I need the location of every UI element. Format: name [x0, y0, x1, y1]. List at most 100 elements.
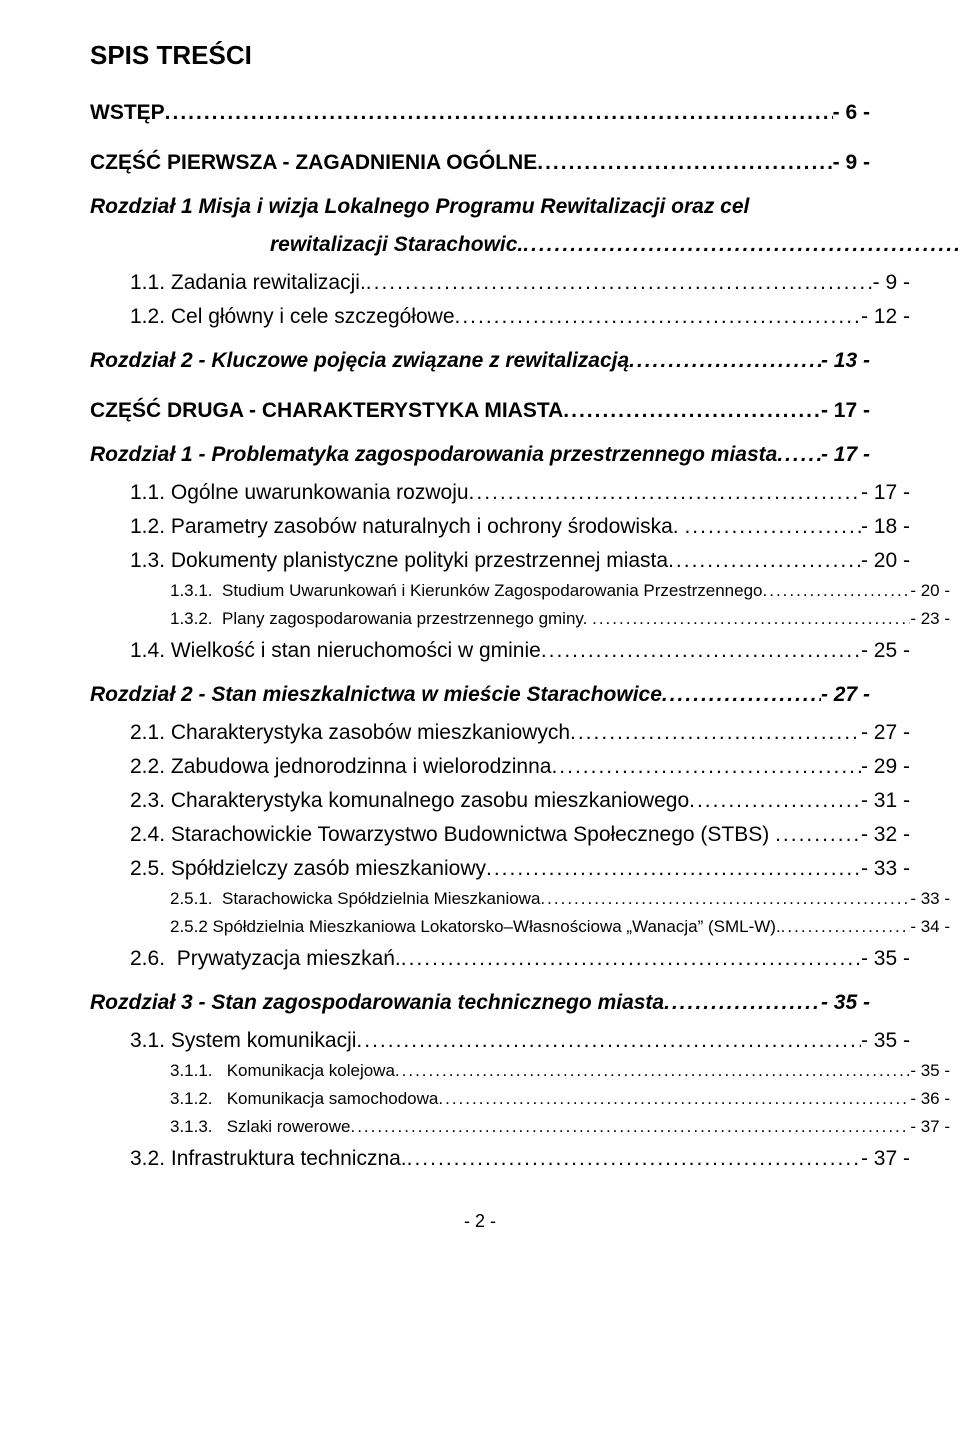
- toc-entry-leader: ........................................…: [664, 991, 821, 1015]
- toc-entry: 1.1. Zadania rewitalizacji..............…: [90, 271, 910, 295]
- toc-entry-label: 1.2. Cel główny i cele szczegółowe: [130, 305, 455, 329]
- toc-entry-leader: ........................................…: [469, 481, 861, 505]
- toc-entry: 2.5.2 Spółdzielnia Mieszkaniowa Lokators…: [90, 917, 950, 937]
- toc-entry-label: 2.3. Charakterystyka komunalnego zasobu …: [130, 789, 689, 813]
- toc-entry-page: - 37 -: [910, 1117, 950, 1137]
- toc-entry-leader: ........................................…: [455, 305, 861, 329]
- toc-entry: 3.2. Infrastruktura techniczna..........…: [90, 1147, 910, 1171]
- toc-entry-page: - 35 -: [910, 1061, 950, 1081]
- toc-entry-label: Rozdział 1 Misja i wizja Lokalnego Progr…: [90, 195, 749, 219]
- toc-entry-page: - 18 -: [861, 515, 910, 539]
- toc-entry-page: - 37 -: [861, 1147, 910, 1171]
- toc-entry-label: 1.4. Wielkość i stan nieruchomości w gmi…: [130, 639, 541, 663]
- toc-entry-leader: ........................................…: [763, 581, 911, 601]
- toc-entry-page: - 34 -: [910, 917, 950, 937]
- toc-entry-leader: ........................................…: [662, 683, 821, 707]
- toc-entry-label: 1.3.1. Studium Uwarunkowań i Kierunków Z…: [170, 581, 763, 601]
- toc-entry: 3.1.1. Komunikacja kolejowa.............…: [90, 1061, 950, 1081]
- toc-entry-leader: ........................................…: [781, 917, 911, 937]
- toc-entry-page: - 33 -: [910, 889, 950, 909]
- toc-entry: WSTĘP...................................…: [90, 101, 870, 125]
- toc-entry-page: - 35 -: [861, 1029, 910, 1053]
- toc-entry: 3.1.2. Komunikacja samochodowa..........…: [90, 1089, 950, 1109]
- toc-entry-page: - 32 -: [861, 823, 910, 847]
- toc-entry-label: 3.2. Infrastruktura techniczna.: [130, 1147, 407, 1171]
- toc-entry: 2.4. Starachowickie Towarzystwo Budownic…: [90, 823, 910, 847]
- toc-entry-leader: ........................................…: [401, 947, 861, 971]
- toc-entry-label: 2.4. Starachowickie Towarzystwo Budownic…: [130, 823, 775, 847]
- toc-entry-page: - 23 -: [910, 609, 950, 629]
- toc-entry-page: - 35 -: [861, 947, 910, 971]
- toc-entry-page: - 27 -: [821, 683, 870, 707]
- toc-entry-label: 3.1.1. Komunikacja kolejowa: [170, 1061, 395, 1081]
- toc-entry-label: 3.1.3. Szlaki rowerowe: [170, 1117, 350, 1137]
- toc-entry-page: - 9 -: [873, 271, 910, 295]
- toc-entry-page: - 29 -: [861, 755, 910, 779]
- toc-entry: 1.3.1. Studium Uwarunkowań i Kierunków Z…: [90, 581, 950, 601]
- toc-entry: Rozdział 3 - Stan zagospodarowania techn…: [90, 991, 870, 1015]
- toc-entry-label: Rozdział 3 - Stan zagospodarowania techn…: [90, 991, 664, 1015]
- toc-entry-label: 3.1. System komunikacji: [130, 1029, 356, 1053]
- page-title: SPIS TREŚCI: [90, 40, 870, 71]
- toc-entry-leader: ........................................…: [165, 101, 833, 125]
- toc-entry-page: - 17 -: [861, 481, 910, 505]
- toc-entry-page: - 33 -: [861, 857, 910, 881]
- toc-entry-leader: ........................................…: [486, 857, 861, 881]
- toc-entry-label: Rozdział 1 - Problematyka zagospodarowan…: [90, 443, 777, 467]
- toc-entry-leader: ........................................…: [592, 609, 910, 629]
- toc-entry-label: Rozdział 2 - Kluczowe pojęcia związane z…: [90, 349, 629, 373]
- toc-entry-label: CZĘŚĆ DRUGA - CHARAKTERYSTYKA MIASTA: [90, 399, 563, 423]
- toc-entry-leader: ........................................…: [684, 515, 861, 539]
- toc-entry-page: - 25 -: [861, 639, 910, 663]
- toc-entry: CZĘŚĆ PIERWSZA - ZAGADNIENIA OGÓLNE.....…: [90, 151, 870, 175]
- toc-entry-page: - 13 -: [821, 349, 870, 373]
- toc-entry-leader: ........................................…: [438, 1089, 910, 1109]
- toc-entry-label: 2.6. Prywatyzacja mieszkań.: [130, 947, 401, 971]
- toc-entry-leader: ........................................…: [540, 889, 910, 909]
- toc-entry-leader: ........................................…: [629, 349, 821, 373]
- toc-entry-label: WSTĘP: [90, 101, 165, 125]
- toc-entry-page: - 31 -: [861, 789, 910, 813]
- toc-entry-label: Rozdział 2 - Stan mieszkalnictwa w mieśc…: [90, 683, 662, 707]
- toc-entry: 1.2. Parametry zasobów naturalnych i och…: [90, 515, 910, 539]
- toc-entry: 2.3. Charakterystyka komunalnego zasobu …: [90, 789, 910, 813]
- toc-entry: Rozdział 1 - Problematyka zagospodarowan…: [90, 443, 870, 467]
- page-footer: - 2 -: [90, 1211, 870, 1232]
- toc-entry-page: - 35 -: [821, 991, 870, 1015]
- toc-entry-leader: ........................................…: [395, 1061, 910, 1081]
- toc-entry-label: 1.2. Parametry zasobów naturalnych i och…: [130, 515, 684, 539]
- toc-entry: 2.1. Charakterystyka zasobów mieszkaniow…: [90, 721, 910, 745]
- toc-entry-page: - 20 -: [861, 549, 910, 573]
- toc-entry-leader: ........................................…: [551, 755, 861, 779]
- toc-entry-label: rewitalizacji Starachowic.: [270, 233, 523, 257]
- toc-entry-leader: ........................................…: [366, 271, 873, 295]
- toc-entry-leader: ........................................…: [775, 823, 861, 847]
- toc-entry: 1.4. Wielkość i stan nieruchomości w gmi…: [90, 639, 910, 663]
- toc-entry-leader: ........................................…: [523, 233, 960, 257]
- toc-entry-leader: ........................................…: [570, 721, 861, 745]
- toc-entry: 2.6. Prywatyzacja mieszkań..............…: [90, 947, 910, 971]
- toc-entry-page: - 12 -: [861, 305, 910, 329]
- toc-entry-leader: ........................................…: [689, 789, 861, 813]
- table-of-contents: WSTĘP...................................…: [90, 101, 870, 1171]
- toc-entry-label: 2.5.1. Starachowicka Spółdzielnia Mieszk…: [170, 889, 540, 909]
- page: SPIS TREŚCI WSTĘP.......................…: [0, 0, 960, 1448]
- toc-entry: 1.3.2. Plany zagospodarowania przestrzen…: [90, 609, 950, 629]
- toc-entry-label: 1.1. Zadania rewitalizacji.: [130, 271, 366, 295]
- toc-entry-label: 2.1. Charakterystyka zasobów mieszkaniow…: [130, 721, 570, 745]
- toc-entry: Rozdział 2 - Stan mieszkalnictwa w mieśc…: [90, 683, 870, 707]
- toc-entry: 2.2. Zabudowa jednorodzinna i wielorodzi…: [90, 755, 910, 779]
- toc-entry-page: - 9 -: [833, 151, 870, 175]
- toc-entry-page: - 27 -: [861, 721, 910, 745]
- toc-entry-leader: ........................................…: [541, 639, 861, 663]
- toc-entry: 1.2. Cel główny i cele szczegółowe......…: [90, 305, 910, 329]
- toc-entry-label: 1.1. Ogólne uwarunkowania rozwoju: [130, 481, 469, 505]
- toc-entry-label: 2.5.2 Spółdzielnia Mieszkaniowa Lokators…: [170, 917, 781, 937]
- toc-entry: 3.1.3. Szlaki rowerowe..................…: [90, 1117, 950, 1137]
- toc-entry-leader: ........................................…: [563, 399, 821, 423]
- toc-entry-leader: ........................................…: [777, 443, 821, 467]
- toc-entry-page: - 17 -: [821, 399, 870, 423]
- toc-entry-label: 3.1.2. Komunikacja samochodowa: [170, 1089, 438, 1109]
- toc-entry: 2.5. Spółdzielczy zasób mieszkaniowy....…: [90, 857, 910, 881]
- toc-entry-label: 1.3. Dokumenty planistyczne polityki prz…: [130, 549, 668, 573]
